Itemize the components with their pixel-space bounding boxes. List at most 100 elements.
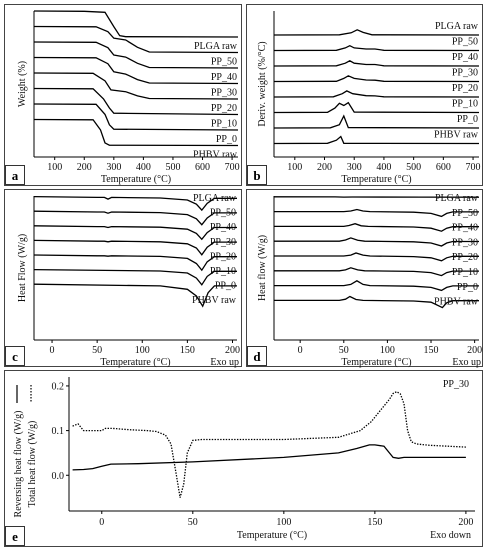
- x-axis-label-d: Temperature (°C): [341, 357, 411, 368]
- x-tick-label-d-50: 50: [339, 345, 349, 356]
- series-line-d-phbv-raw: [274, 295, 479, 309]
- y-axis-label-reversing: Reversing heat flow (W/g): [13, 411, 24, 518]
- series-line-d-pp-20: [274, 252, 479, 262]
- series-line-c-pp-50: [33, 195, 237, 212]
- series-line-a-pp-40: [33, 41, 239, 69]
- series-line-a-pp-10: [33, 87, 239, 116]
- series-label-a-pp-20: PP_20: [211, 103, 237, 114]
- x-tick-label-c-0: 0: [50, 345, 55, 356]
- series-label-c-phbv-raw: PHBV raw: [192, 295, 237, 306]
- series-line-b-pp-40: [273, 60, 480, 67]
- series-line-d-pp-10: [274, 267, 479, 277]
- series-label-b-pp-30: PP_30: [452, 68, 478, 79]
- x-axis-label-c: Temperature (°C): [100, 357, 170, 368]
- x-tick-label-d-150: 150: [424, 345, 439, 356]
- x-tick-label-b-400: 400: [376, 162, 391, 173]
- series-line-a-pp-50: [33, 25, 239, 54]
- series-line-b-phbv-raw: [273, 135, 480, 145]
- panel-e: 0 50 100 150 200 0.0 0.1 0.2 Temperature (°C) Exo…: [4, 370, 483, 547]
- panel-label-d: d: [247, 346, 267, 366]
- chart-b: 100 200 300 400 500 600 700 Temperature (°C) Der…: [257, 11, 481, 185]
- series-line-a-pp-30: [33, 56, 239, 85]
- annotation-c: Exo up: [210, 357, 239, 368]
- x-tick-label-c-200: 200: [225, 345, 240, 356]
- series-label-d-pp-0: PP_0: [457, 282, 478, 293]
- series-line-c-pp-0: [33, 268, 237, 286]
- series-line-b-plga-raw: [273, 29, 480, 36]
- series-line-c-pp-20: [33, 239, 237, 256]
- series-label-d-pp-50: PP_50: [452, 208, 478, 219]
- x-tick-label-e-50: 50: [188, 517, 198, 528]
- x-tick-label-a-600: 600: [195, 162, 210, 173]
- series-line-e-reversing-heat-flow: [72, 444, 466, 471]
- series-label-b-pp-0: PP_0: [457, 114, 478, 125]
- x-tick-label-d-0: 0: [298, 345, 303, 356]
- x-tick-label-c-50: 50: [92, 345, 102, 356]
- series-line-a-pp-20: [33, 72, 239, 100]
- panel-label-c: c: [5, 346, 25, 366]
- chart-c: 0 50 100 150 200 Temperature (°C) Heat Flow (W…: [17, 193, 240, 368]
- series-label-b-plga-raw: PLGA raw: [435, 21, 479, 32]
- annotation-e: Exo down: [430, 530, 471, 541]
- series-label-d-pp-10: PP_10: [452, 267, 478, 278]
- chart-a: 100 200 300 400 500 600 700 Temperature (°C) Wei…: [17, 10, 240, 185]
- series-label-a-pp-30: PP_30: [211, 88, 237, 99]
- panel-a: 100 200 300 400 500 600 700 Temperature (°C) Wei…: [4, 4, 242, 186]
- x-tick-label-a-700: 700: [225, 162, 240, 173]
- series-label-b-pp-20: PP_20: [452, 83, 478, 94]
- annotation-d: Exo up: [452, 357, 481, 368]
- y-axis-label-d: Heat flow (W/g): [257, 235, 268, 301]
- x-tick-label-b-100: 100: [287, 162, 302, 173]
- y-axis-label-total: Total heat flow (W/g): [27, 421, 38, 508]
- x-tick-label-d-200: 200: [467, 345, 482, 356]
- panel-d: 0 50 100 150 200 Temperature (°C) Heat flow (W…: [246, 189, 483, 368]
- x-tick-label-a-500: 500: [165, 162, 180, 173]
- panel-label-e: e: [5, 526, 25, 546]
- series-label-b-phbv-raw: PHBV raw: [434, 130, 479, 141]
- series-label-a-phbv-raw: PHBV raw: [193, 150, 238, 161]
- series-label-b-pp-50: PP_50: [452, 37, 478, 48]
- y-tick-label-e-1: 0.1: [52, 426, 65, 437]
- series-label-d-pp-30: PP_30: [452, 237, 478, 248]
- x-tick-label-a-300: 300: [106, 162, 121, 173]
- x-tick-label-e-150: 150: [367, 517, 382, 528]
- series-line-c-pp-40: [33, 210, 237, 226]
- panel-label-b: b: [247, 165, 267, 185]
- x-tick-label-a-400: 400: [136, 162, 151, 173]
- series-line-d-pp-30: [274, 237, 479, 247]
- series-line-d-pp-50: [274, 208, 479, 218]
- series-label-a-pp-10: PP_10: [211, 119, 237, 130]
- series-line-b-pp-50: [273, 44, 480, 52]
- y-axis-label-a: Weight (%): [17, 61, 28, 107]
- x-axis-label-b: Temperature (°C): [341, 174, 411, 185]
- y-tick-label-e-2: 0.2: [52, 381, 65, 392]
- y-axis-label-c: Heat Flow (W/g): [17, 234, 28, 302]
- y-tick-label-e-0: 0.0: [52, 471, 65, 482]
- series-label-a-pp-50: PP_50: [211, 57, 237, 68]
- x-tick-label-e-200: 200: [458, 517, 473, 528]
- series-line-b-pp-20: [273, 90, 480, 98]
- series-label-d-phbv-raw: PHBV raw: [434, 297, 479, 308]
- panel-c: 0 50 100 150 200 Temperature (°C) Heat Flow (W…: [4, 189, 242, 368]
- series-line-b-pp-10: [273, 101, 480, 114]
- series-label-a-pp-0: PP_0: [216, 134, 237, 145]
- chart-d: 0 50 100 150 200 Temperature (°C) Heat flow (W…: [257, 193, 482, 368]
- chart-e: 0 50 100 150 200 0.0 0.1 0.2 Temperature (°C) Exo…: [13, 377, 475, 541]
- series-line-d-pp-40: [274, 223, 479, 232]
- series-line-c-pp-30: [33, 225, 237, 241]
- series-label-b-pp-10: PP_10: [452, 99, 478, 110]
- series-label-a-plga-raw: PLGA raw: [194, 41, 238, 52]
- x-tick-label-b-600: 600: [436, 162, 451, 173]
- series-line-b-pp-30: [273, 75, 480, 83]
- x-tick-label-d-100: 100: [380, 345, 395, 356]
- series-line-d-pp-0: [274, 280, 479, 292]
- series-label-a-pp-40: PP_40: [211, 72, 237, 83]
- x-tick-label-e-0: 0: [99, 517, 104, 528]
- x-tick-label-b-700: 700: [466, 162, 481, 173]
- series-line-a-phbv-raw: [33, 118, 239, 147]
- series-line-e-total-heat-flow: [72, 390, 466, 498]
- series-label-b-pp-40: PP_40: [452, 52, 478, 63]
- x-tick-label-b-300: 300: [347, 162, 362, 173]
- x-tick-label-c-150: 150: [180, 345, 195, 356]
